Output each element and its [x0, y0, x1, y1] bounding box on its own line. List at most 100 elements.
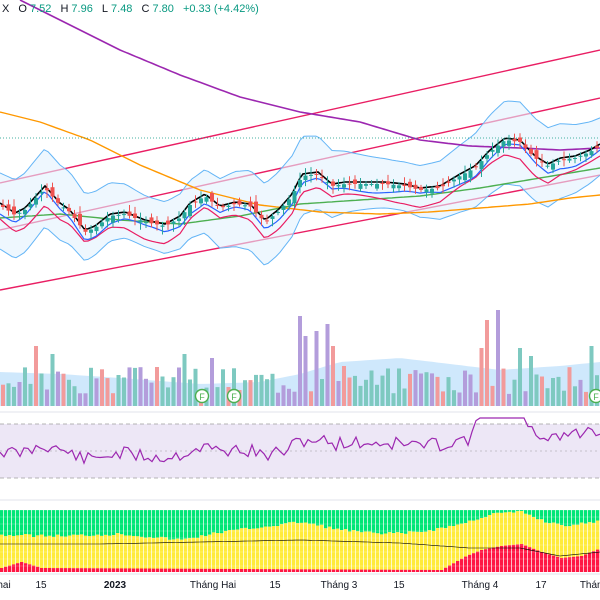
candle-body — [430, 188, 434, 194]
volume-bar — [298, 316, 302, 406]
heat-red-cell — [56, 568, 60, 572]
heat-green-cell — [464, 510, 468, 524]
heat-green-cell — [324, 510, 328, 529]
heat-yellow-cell — [520, 511, 524, 544]
heat-green-cell — [332, 510, 336, 530]
volume-bar — [408, 373, 412, 406]
heat-red-cell — [200, 568, 204, 572]
heat-red-cell — [276, 569, 280, 572]
volume-bar — [303, 336, 308, 406]
heat-yellow-cell — [76, 534, 80, 569]
candle-body — [6, 204, 11, 211]
heat-green-cell — [12, 510, 16, 537]
heat-yellow-cell — [456, 524, 460, 561]
heat-red-cell — [100, 568, 104, 572]
time-axis-label: Tháng — [579, 580, 600, 591]
volume-bar — [248, 380, 253, 406]
heat-red-cell — [540, 552, 544, 572]
heat-yellow-cell — [328, 526, 332, 570]
heat-yellow-cell — [280, 524, 284, 570]
heat-yellow-cell — [484, 517, 488, 550]
heat-green-cell — [132, 510, 136, 536]
heat-red-cell — [368, 569, 372, 572]
heat-red-cell — [260, 569, 264, 572]
heat-red-cell — [244, 569, 248, 572]
dividend-marker[interactable]: F — [588, 388, 600, 404]
heat-yellow-cell — [296, 523, 300, 570]
heat-green-cell — [592, 510, 596, 523]
heat-red-cell — [160, 568, 164, 572]
heat-green-cell — [536, 510, 540, 520]
heat-green-cell — [484, 510, 488, 518]
volume-bar — [100, 369, 104, 406]
volume-bar — [89, 367, 93, 406]
candle-body — [578, 155, 583, 157]
candle-body — [111, 215, 115, 223]
heat-red-cell — [68, 568, 72, 572]
volume-bar — [375, 384, 379, 406]
heat-green-cell — [24, 510, 28, 534]
candle-body — [276, 212, 280, 213]
heat-green-cell — [120, 510, 124, 535]
candle-body — [270, 216, 275, 219]
heat-green-cell — [52, 510, 56, 537]
heat-green-cell — [116, 510, 120, 534]
heat-yellow-cell — [352, 530, 356, 570]
volume-bar — [83, 393, 88, 406]
candle-body — [17, 212, 22, 214]
candlesticks — [1, 133, 599, 240]
heat-green-cell — [372, 510, 376, 533]
dividend-marker[interactable]: F — [226, 388, 242, 404]
candle-body — [336, 185, 341, 187]
candle-body — [424, 189, 429, 193]
heat-yellow-cell — [540, 519, 544, 552]
time-axis[interactable]: hai 15 2023 Tháng Hai 15 Tháng 3 15 Thán… — [0, 576, 600, 600]
heat-yellow-cell — [452, 526, 456, 564]
candle-body — [204, 197, 209, 202]
heat-yellow-cell — [408, 531, 412, 570]
heat-yellow-cell — [576, 524, 580, 557]
heat-yellow-cell — [500, 512, 504, 546]
volume-bar — [287, 388, 291, 406]
heat-red-cell — [300, 569, 304, 572]
candle-body — [160, 225, 165, 227]
heat-yellow-cell — [300, 522, 304, 570]
heat-yellow-cell — [144, 537, 148, 569]
candle-body — [303, 175, 308, 180]
heat-red-cell — [460, 558, 464, 572]
dividend-marker[interactable]: F — [194, 388, 210, 404]
candle-body — [408, 181, 412, 188]
heat-yellow-cell — [412, 531, 416, 570]
heat-yellow-cell — [504, 512, 508, 546]
heat-yellow-cell — [556, 523, 560, 557]
heat-yellow-cell — [80, 534, 84, 569]
volume-bar — [589, 346, 594, 406]
candle-body — [474, 166, 478, 168]
dividend-marker-letter: F — [593, 392, 599, 402]
volume-bar — [182, 354, 187, 406]
heat-yellow-cell — [372, 532, 376, 570]
heat-red-cell — [548, 554, 552, 572]
heat-green-cell — [360, 510, 364, 533]
heat-red-cell — [376, 569, 380, 572]
volume-bar — [281, 385, 286, 406]
volume-bar — [39, 373, 44, 406]
heat-green-cell — [240, 510, 244, 529]
candle-body — [210, 193, 214, 202]
heat-yellow-cell — [460, 523, 464, 559]
heat-green-cell — [264, 510, 268, 527]
heat-green-cell — [516, 510, 520, 512]
heat-yellow-cell — [536, 519, 540, 551]
volume-bar — [34, 346, 38, 406]
heat-red-cell — [184, 568, 188, 572]
open-value: O 7.52 — [18, 3, 52, 15]
volume-bar — [369, 370, 374, 406]
heat-yellow-cell — [272, 526, 276, 570]
heat-red-cell — [40, 568, 44, 572]
heat-green-cell — [476, 510, 480, 520]
heat-yellow-cell — [524, 513, 528, 546]
heat-green-cell — [124, 510, 128, 536]
candle-body — [485, 155, 489, 159]
